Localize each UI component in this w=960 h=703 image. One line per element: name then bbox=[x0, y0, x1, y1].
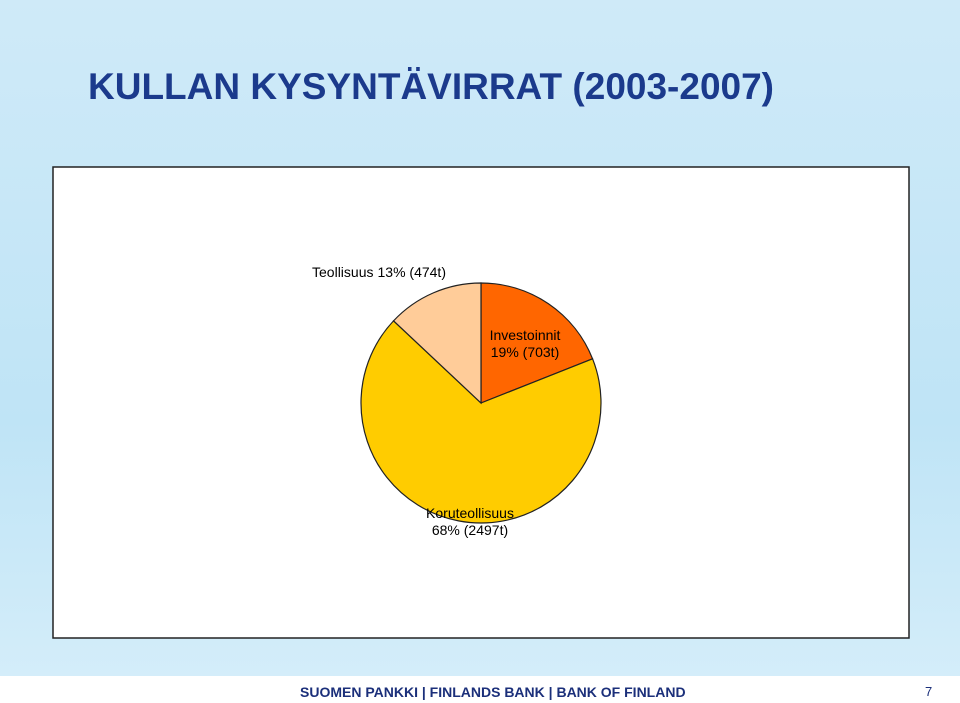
slice-value: 19% (703t) bbox=[491, 344, 559, 360]
slice-label: Investoinnit 19% (703t) bbox=[490, 327, 561, 360]
slice-name: Teollisuus bbox=[312, 264, 373, 280]
slice-label: Teollisuus 13% (474t) bbox=[312, 264, 446, 280]
pie-slice bbox=[480, 282, 594, 404]
footer-bar bbox=[0, 676, 960, 703]
slice-name: Koruteollisuus bbox=[426, 505, 514, 521]
page-number: 7 bbox=[925, 684, 933, 699]
slice-name: Investoinnit bbox=[490, 327, 561, 343]
footer-text: SUOMEN PANKKI | FINLANDS BANK | BANK OF … bbox=[300, 684, 686, 700]
pie-slice bbox=[360, 320, 602, 524]
slide-title: KULLAN KYSYNTÄVIRRAT (2003-2007) bbox=[88, 66, 774, 107]
slice-value: 13% (474t) bbox=[378, 264, 446, 280]
pie-slice bbox=[392, 282, 482, 405]
slice-label: Koruteollisuus 68% (2497t) bbox=[426, 505, 514, 538]
slice-value: 68% (2497t) bbox=[432, 522, 508, 538]
